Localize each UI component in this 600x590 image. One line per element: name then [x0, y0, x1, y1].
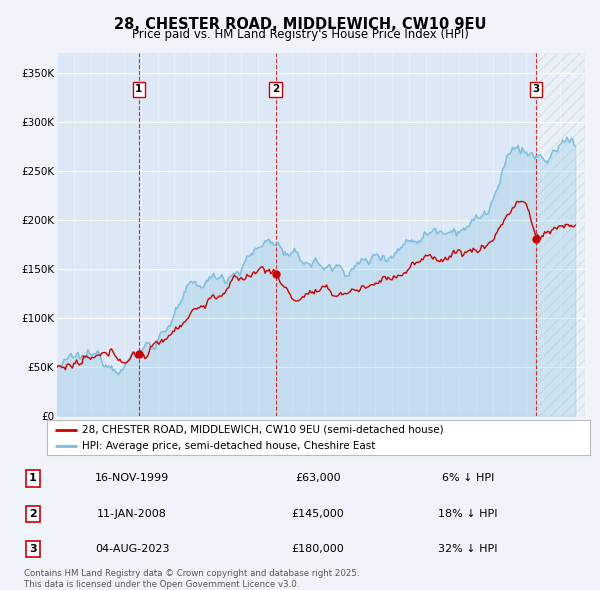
Text: 16-NOV-1999: 16-NOV-1999	[95, 473, 169, 483]
Text: £180,000: £180,000	[292, 545, 344, 555]
Bar	[535, 53, 585, 416]
Text: 1: 1	[135, 84, 142, 94]
Text: 6% ↓ HPI: 6% ↓ HPI	[442, 473, 494, 483]
Text: 28, CHESTER ROAD, MIDDLEWICH, CW10 9EU: 28, CHESTER ROAD, MIDDLEWICH, CW10 9EU	[114, 17, 486, 31]
Text: HPI: Average price, semi-detached house, Cheshire East: HPI: Average price, semi-detached house,…	[82, 441, 376, 451]
Text: 2: 2	[272, 84, 279, 94]
Text: 28, CHESTER ROAD, MIDDLEWICH, CW10 9EU (semi-detached house): 28, CHESTER ROAD, MIDDLEWICH, CW10 9EU (…	[82, 425, 444, 435]
Text: 11-JAN-2008: 11-JAN-2008	[97, 509, 167, 519]
Text: £145,000: £145,000	[292, 509, 344, 519]
Bar	[535, 53, 585, 416]
Text: 32% ↓ HPI: 32% ↓ HPI	[438, 545, 498, 555]
Text: 3: 3	[29, 545, 37, 555]
Text: 3: 3	[533, 84, 540, 94]
Text: 18% ↓ HPI: 18% ↓ HPI	[438, 509, 498, 519]
Text: £63,000: £63,000	[295, 473, 341, 483]
Text: 04-AUG-2023: 04-AUG-2023	[95, 545, 169, 555]
Text: Price paid vs. HM Land Registry's House Price Index (HPI): Price paid vs. HM Land Registry's House …	[131, 28, 469, 41]
Text: Contains HM Land Registry data © Crown copyright and database right 2025.
This d: Contains HM Land Registry data © Crown c…	[24, 569, 359, 589]
Text: 2: 2	[29, 509, 37, 519]
Text: 1: 1	[29, 473, 37, 483]
